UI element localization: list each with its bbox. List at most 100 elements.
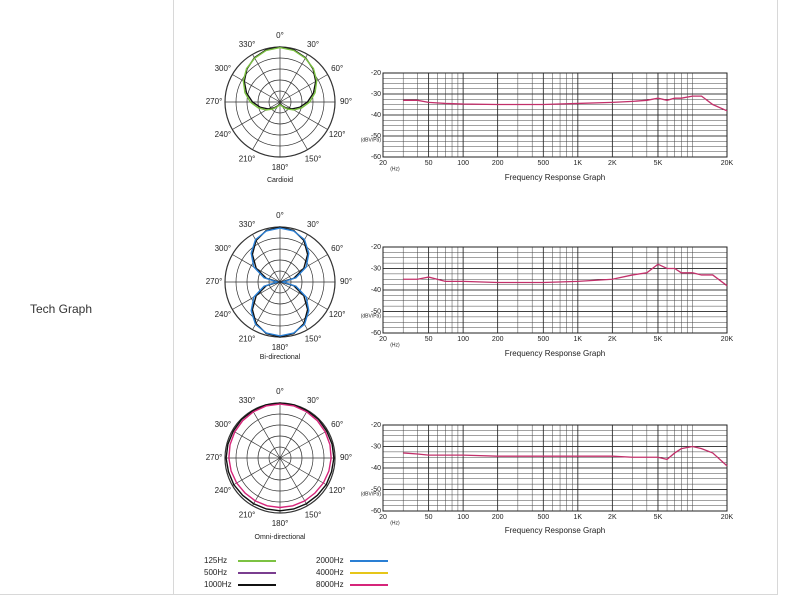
angle-label: 330° xyxy=(239,220,256,229)
y-unit: (dBV/Pa) xyxy=(361,313,382,319)
polar-spoke xyxy=(279,410,308,459)
x-tick-label: 50 xyxy=(425,160,433,167)
x-tick-label: 2K xyxy=(608,160,617,167)
polar-spoke xyxy=(279,101,308,150)
polar-pattern xyxy=(250,227,310,337)
x-unit: (Hz) xyxy=(390,166,400,172)
polar-spoke xyxy=(279,457,308,506)
polar-spoke xyxy=(252,410,281,459)
angle-label: 90° xyxy=(340,277,352,286)
polar-pattern xyxy=(251,226,309,338)
angle-label: 300° xyxy=(215,244,232,253)
y-tick-label: -60 xyxy=(371,508,381,515)
angle-label: 0° xyxy=(276,387,284,396)
angle-label: 270° xyxy=(206,97,223,106)
x-tick-label: 20K xyxy=(721,514,734,521)
x-tick-label: 5K xyxy=(654,514,663,521)
x-tick-label: 2K xyxy=(608,336,617,343)
legend-label: 8000Hz xyxy=(316,580,344,589)
x-tick-label: 100 xyxy=(457,336,469,343)
x-tick-label: 5K xyxy=(654,336,663,343)
angle-label: 210° xyxy=(239,154,256,163)
pattern-caption: Bi-directional xyxy=(260,354,301,361)
angle-label: 330° xyxy=(239,40,256,49)
polar-spoke xyxy=(252,457,281,506)
x-tick-label: 1K xyxy=(574,336,583,343)
chart-title: Frequency Response Graph xyxy=(505,173,606,182)
x-tick-label: 200 xyxy=(492,514,504,521)
legend-label: 500Hz xyxy=(204,568,227,577)
x-tick-label: 20 xyxy=(379,160,387,167)
x-tick-label: 50 xyxy=(425,336,433,343)
angle-label: 150° xyxy=(305,510,322,519)
y-unit: (dBV/Pa) xyxy=(361,491,382,497)
polar-pattern xyxy=(242,46,318,111)
polar-spoke xyxy=(279,101,328,130)
angle-label: 180° xyxy=(272,519,289,528)
polar-pattern xyxy=(225,402,335,512)
angle-label: 120° xyxy=(329,130,346,139)
response-curve xyxy=(403,95,728,112)
x-tick-label: 5K xyxy=(654,160,663,167)
angle-label: 150° xyxy=(305,334,322,343)
angle-label: 60° xyxy=(331,244,343,253)
angle-label: 30° xyxy=(307,396,319,405)
y-tick-label: -60 xyxy=(371,154,381,161)
angle-label: 120° xyxy=(329,310,346,319)
angle-label: 210° xyxy=(239,510,256,519)
polar-spoke xyxy=(232,430,281,459)
angle-label: 270° xyxy=(206,277,223,286)
polar-spoke xyxy=(279,74,328,103)
angle-label: 270° xyxy=(206,453,223,462)
x-unit: (Hz) xyxy=(390,520,400,526)
pattern-caption: Omni-directional xyxy=(255,534,306,541)
y-tick-label: -20 xyxy=(371,422,381,429)
polar-pattern xyxy=(228,403,332,509)
y-tick-label: -30 xyxy=(371,265,381,272)
angle-label: 180° xyxy=(272,343,289,352)
y-tick-label: -60 xyxy=(371,330,381,337)
polar-spoke xyxy=(279,430,328,459)
angle-label: 30° xyxy=(307,40,319,49)
y-tick-label: -30 xyxy=(371,443,381,450)
angle-label: 210° xyxy=(239,334,256,343)
chart-title: Frequency Response Graph xyxy=(505,349,606,358)
x-tick-label: 500 xyxy=(537,160,549,167)
angle-label: 330° xyxy=(239,396,256,405)
angle-label: 240° xyxy=(215,310,232,319)
x-tick-label: 200 xyxy=(492,336,504,343)
y-tick-label: -20 xyxy=(371,70,381,77)
x-tick-label: 500 xyxy=(537,514,549,521)
angle-label: 240° xyxy=(215,486,232,495)
angle-label: 300° xyxy=(215,420,232,429)
legend-label: 4000Hz xyxy=(316,568,344,577)
y-tick-label: -40 xyxy=(371,287,381,294)
angle-label: 60° xyxy=(331,420,343,429)
row-label: Tech Graph xyxy=(30,302,93,316)
response-curve xyxy=(403,263,728,287)
angle-label: 60° xyxy=(331,64,343,73)
angle-label: 120° xyxy=(329,486,346,495)
chart-title: Frequency Response Graph xyxy=(505,526,606,535)
angle-label: 90° xyxy=(340,97,352,106)
y-tick-label: -20 xyxy=(371,244,381,251)
polar-spoke xyxy=(252,281,281,330)
x-tick-label: 1K xyxy=(574,514,583,521)
pattern-caption: Cardioid xyxy=(267,177,293,184)
legend-label: 125Hz xyxy=(204,556,227,565)
polar-spoke xyxy=(232,457,281,486)
polar-spoke xyxy=(252,101,281,150)
angle-label: 180° xyxy=(272,163,289,172)
angle-label: 240° xyxy=(215,130,232,139)
x-tick-label: 20K xyxy=(721,160,734,167)
x-tick-label: 100 xyxy=(457,160,469,167)
x-tick-label: 50 xyxy=(425,514,433,521)
angle-label: 30° xyxy=(307,220,319,229)
angle-label: 150° xyxy=(305,154,322,163)
x-tick-label: 500 xyxy=(537,336,549,343)
angle-label: 90° xyxy=(340,453,352,462)
y-tick-label: -50 xyxy=(371,133,381,140)
polar-spoke xyxy=(252,54,281,103)
